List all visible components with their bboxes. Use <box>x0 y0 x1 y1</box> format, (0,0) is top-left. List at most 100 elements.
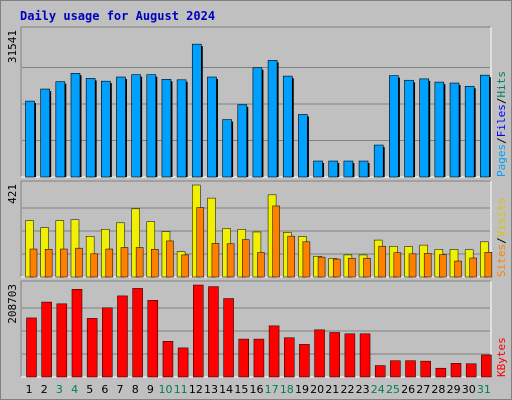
bar-hits <box>449 82 460 178</box>
bar-hits <box>328 160 339 178</box>
bar-kbytes <box>374 365 386 378</box>
bar-sites <box>272 205 280 278</box>
legend-sites: Sites <box>495 244 508 277</box>
bars <box>25 43 491 178</box>
max-value-label: 31541 <box>6 30 19 63</box>
bar-sites <box>135 247 144 278</box>
bar-sites <box>302 241 311 278</box>
bar-kbytes <box>450 363 462 378</box>
legend-separator: / <box>495 98 508 105</box>
day-label: 16 <box>250 383 264 396</box>
day-label: 25 <box>386 383 400 396</box>
legend: KBytes <box>495 337 508 377</box>
bar-hits <box>146 74 157 178</box>
bar-hits <box>358 160 369 178</box>
bar-hits <box>282 75 293 178</box>
bar-sites <box>226 243 235 278</box>
day-label: 29 <box>447 383 461 396</box>
bar-sites <box>423 253 432 278</box>
bar-hits <box>85 78 96 178</box>
bar-hits <box>389 75 399 178</box>
bar-visits <box>207 197 216 278</box>
bar-hits <box>101 80 111 178</box>
panel-visits: 421 Sites/Visits <box>6 180 508 278</box>
bar-kbytes <box>344 333 356 378</box>
bar-hits <box>176 79 187 178</box>
day-label: 9 <box>147 383 154 396</box>
bar-hits <box>55 81 66 178</box>
bar-kbytes <box>253 338 265 378</box>
bar-hits <box>434 81 445 178</box>
bar-sites <box>287 235 295 278</box>
bar-hits <box>25 100 35 178</box>
bar-sites <box>29 248 38 278</box>
bar-hits <box>373 144 384 178</box>
bar-kbytes <box>132 288 143 378</box>
bar-hits <box>419 78 429 178</box>
day-label: 7 <box>117 383 124 396</box>
day-label: 15 <box>234 383 248 396</box>
day-label: 3 <box>56 383 63 396</box>
day-label: 26 <box>401 383 415 396</box>
bar-hits <box>70 73 81 178</box>
legend: Sites/Visits <box>495 198 508 278</box>
bar-kbytes <box>314 329 325 378</box>
bar-sites <box>242 239 250 278</box>
bar-hits <box>207 76 217 178</box>
day-label: 28 <box>431 383 445 396</box>
bar-kbytes <box>268 325 280 378</box>
bar-sites <box>90 253 98 278</box>
day-label: 21 <box>325 383 339 396</box>
bar-hits <box>313 160 323 178</box>
bar-hits <box>131 74 141 178</box>
bar-hits <box>116 76 126 178</box>
bar-kbytes <box>102 307 113 378</box>
day-label: 19 <box>295 383 309 396</box>
bar-hits <box>237 104 248 178</box>
bar-sites <box>120 247 129 278</box>
bar-hits <box>343 160 354 178</box>
legend-separator: / <box>495 237 508 244</box>
bar-sites <box>196 207 205 278</box>
bar-sites <box>469 257 477 278</box>
bar-sites <box>44 248 53 278</box>
bar-kbytes <box>238 338 250 378</box>
day-label: 10 <box>159 383 173 396</box>
legend-separator: / <box>495 137 508 144</box>
bar-sites <box>439 254 447 278</box>
bar-sites <box>257 252 265 278</box>
bar-kbytes <box>405 360 416 378</box>
bar-kbytes <box>329 332 340 378</box>
bar-sites <box>211 243 220 278</box>
bar-hits <box>267 60 278 178</box>
bar-sites <box>332 258 341 278</box>
bar-sites <box>363 257 371 278</box>
bar-hits <box>480 74 490 178</box>
bar-hits <box>404 79 414 178</box>
max-value-label: 208703 <box>6 284 19 324</box>
day-label: 22 <box>340 383 354 396</box>
bar-kbytes <box>283 337 295 378</box>
day-label: 5 <box>86 383 93 396</box>
day-label: 30 <box>462 383 476 396</box>
bar-sites <box>317 256 326 278</box>
bar-kbytes <box>420 360 431 378</box>
day-label: 11 <box>174 383 188 396</box>
day-label: 2 <box>41 383 48 396</box>
bar-hits <box>298 114 308 178</box>
day-label: 8 <box>132 383 139 396</box>
day-label: 13 <box>204 383 218 396</box>
day-label: 24 <box>371 383 385 396</box>
day-label: 23 <box>356 383 370 396</box>
bar-visits <box>131 208 140 278</box>
bar-sites <box>60 248 68 278</box>
bar-sites <box>484 252 493 278</box>
legend-hits: Hits <box>495 71 508 98</box>
bar-kbytes <box>223 298 234 378</box>
bar-kbytes <box>299 344 310 378</box>
bar-hits <box>252 67 263 178</box>
day-label: 4 <box>71 383 78 396</box>
